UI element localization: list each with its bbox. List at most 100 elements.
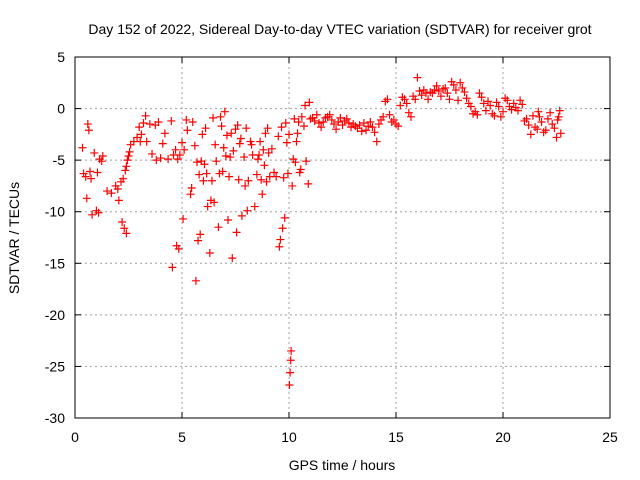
data-point [460,88,469,97]
data-point [292,137,301,146]
data-point [436,92,445,101]
data-point [196,230,205,239]
data-point [402,99,411,108]
data-point [288,181,297,190]
x-tick-label: 20 [495,429,511,445]
data-point [148,149,157,158]
data-point [281,119,290,128]
data-point [270,168,279,177]
data-point [242,124,251,133]
data-point [546,108,555,117]
data-point [274,132,283,141]
data-point [93,168,102,177]
data-point [276,235,285,244]
data-point [415,87,424,96]
data-point [191,276,200,285]
data-point [219,143,228,152]
data-point [541,126,550,135]
data-point [194,236,203,245]
data-point [312,110,321,119]
data-point [291,158,300,167]
data-point [355,121,364,130]
data-point [252,170,261,179]
data-point [124,152,133,161]
data-point [259,145,268,154]
data-point [103,187,112,196]
data-point [411,95,420,104]
y-tick-label: -30 [45,410,65,426]
data-point [396,101,405,110]
data-point [173,155,182,164]
data-point [285,130,293,139]
data-point [258,190,267,199]
data-point [286,368,295,377]
data-point [445,95,454,104]
data-point [325,110,334,119]
data-point [379,112,388,121]
data-point [244,176,253,185]
data-point [336,113,345,122]
data-point [236,134,245,143]
data-point [120,224,129,233]
data-point [225,172,234,181]
data-point [516,96,525,105]
data-point [202,169,211,178]
data-point [212,157,221,166]
data-point [441,83,450,92]
data-point [528,111,537,120]
x-tick-label: 5 [178,429,186,445]
data-point [426,88,435,97]
data-point [287,346,296,355]
data-point [535,112,544,121]
data-point [158,139,167,148]
data-point [430,86,439,95]
data-point [310,116,319,125]
data-point [222,131,231,140]
data-point [306,114,315,123]
data-point [221,152,230,161]
data-point [220,107,229,116]
data-point [118,218,127,227]
data-point [503,96,512,105]
data-point [113,185,122,194]
x-tick-label: 0 [71,429,79,445]
data-point [477,93,486,102]
data-point [233,121,242,130]
data-point [469,109,478,118]
data-point [552,133,561,142]
data-point [250,202,259,211]
y-tick-label: 0 [57,101,65,117]
data-point [200,160,209,169]
data-point [534,107,543,116]
y-tick-label: -20 [45,307,65,323]
data-point [473,110,482,119]
data-point [280,213,289,222]
data-point [314,119,323,128]
data-point [216,112,225,121]
data-point [195,170,204,179]
data-point [133,133,142,142]
data-point [85,167,94,176]
data-point [188,117,197,126]
data-point [481,106,490,115]
data-point [366,117,375,126]
data-point [228,254,237,263]
data-point [92,206,101,215]
data-point [370,128,379,137]
x-tick-label: 15 [388,429,404,445]
data-point [432,81,441,90]
data-point [293,129,302,138]
data-point [359,119,368,128]
data-point [501,94,510,103]
data-point [121,166,130,175]
data-point [283,169,292,178]
data-point [543,114,552,123]
data-point [119,174,128,183]
data-point [513,106,522,115]
data-point [275,242,284,251]
data-point [299,122,308,131]
data-point [237,211,246,220]
data-point [364,122,373,131]
data-point [394,122,403,131]
